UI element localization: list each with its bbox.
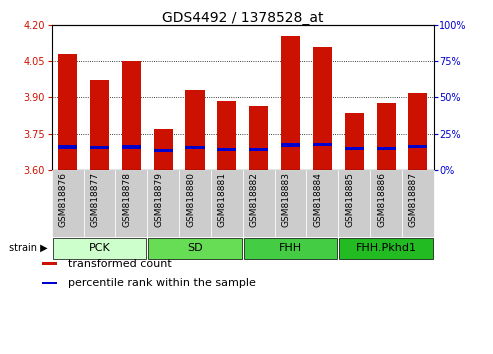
Text: GSM818883: GSM818883 bbox=[282, 172, 290, 227]
Text: GDS4492 / 1378528_at: GDS4492 / 1378528_at bbox=[162, 11, 323, 25]
Bar bbox=[408, 145, 427, 148]
Bar bbox=[122, 61, 141, 170]
Bar bbox=[42, 263, 57, 265]
Bar bbox=[345, 113, 364, 170]
Bar bbox=[370, 170, 402, 237]
Text: GSM818878: GSM818878 bbox=[122, 172, 131, 227]
Bar bbox=[154, 149, 173, 152]
Bar bbox=[185, 90, 205, 170]
Bar bbox=[211, 170, 243, 237]
Text: GSM818879: GSM818879 bbox=[154, 172, 163, 227]
Text: GSM818881: GSM818881 bbox=[218, 172, 227, 227]
Bar bbox=[217, 148, 237, 151]
Bar bbox=[377, 103, 395, 170]
Bar bbox=[217, 101, 237, 170]
Bar bbox=[147, 170, 179, 237]
Bar bbox=[307, 170, 338, 237]
FancyBboxPatch shape bbox=[339, 238, 433, 259]
Bar bbox=[84, 170, 115, 237]
Text: GSM818887: GSM818887 bbox=[409, 172, 418, 227]
Bar bbox=[281, 143, 300, 147]
Bar bbox=[122, 145, 141, 149]
Text: percentile rank within the sample: percentile rank within the sample bbox=[68, 278, 256, 288]
Bar bbox=[402, 170, 434, 237]
FancyBboxPatch shape bbox=[244, 238, 337, 259]
Bar bbox=[185, 146, 205, 149]
Text: GSM818880: GSM818880 bbox=[186, 172, 195, 227]
Bar bbox=[58, 54, 77, 170]
Bar bbox=[281, 36, 300, 170]
Text: transformed count: transformed count bbox=[68, 259, 172, 269]
Bar bbox=[408, 92, 427, 170]
Bar bbox=[377, 147, 395, 150]
Bar bbox=[243, 170, 275, 237]
Bar bbox=[154, 129, 173, 170]
Bar bbox=[90, 146, 109, 149]
FancyBboxPatch shape bbox=[148, 238, 242, 259]
Text: GSM818882: GSM818882 bbox=[250, 172, 259, 227]
Bar bbox=[90, 80, 109, 170]
Bar bbox=[313, 143, 332, 146]
Bar bbox=[58, 145, 77, 149]
Bar bbox=[338, 170, 370, 237]
Bar bbox=[275, 170, 307, 237]
Bar bbox=[249, 106, 268, 170]
Text: GSM818877: GSM818877 bbox=[91, 172, 100, 227]
Text: strain ▶: strain ▶ bbox=[9, 243, 48, 253]
Text: GSM818885: GSM818885 bbox=[345, 172, 354, 227]
Text: SD: SD bbox=[187, 243, 203, 253]
Bar bbox=[345, 147, 364, 150]
Text: GSM818886: GSM818886 bbox=[377, 172, 386, 227]
Text: GSM818884: GSM818884 bbox=[314, 172, 322, 227]
Text: FHH.Pkhd1: FHH.Pkhd1 bbox=[355, 243, 417, 253]
FancyBboxPatch shape bbox=[53, 238, 146, 259]
Bar bbox=[42, 282, 57, 285]
Bar bbox=[115, 170, 147, 237]
Bar bbox=[52, 170, 84, 237]
Text: GSM818876: GSM818876 bbox=[59, 172, 68, 227]
Bar bbox=[179, 170, 211, 237]
Text: FHH: FHH bbox=[279, 243, 302, 253]
Bar bbox=[249, 148, 268, 152]
Text: PCK: PCK bbox=[89, 243, 110, 253]
Bar bbox=[313, 47, 332, 170]
